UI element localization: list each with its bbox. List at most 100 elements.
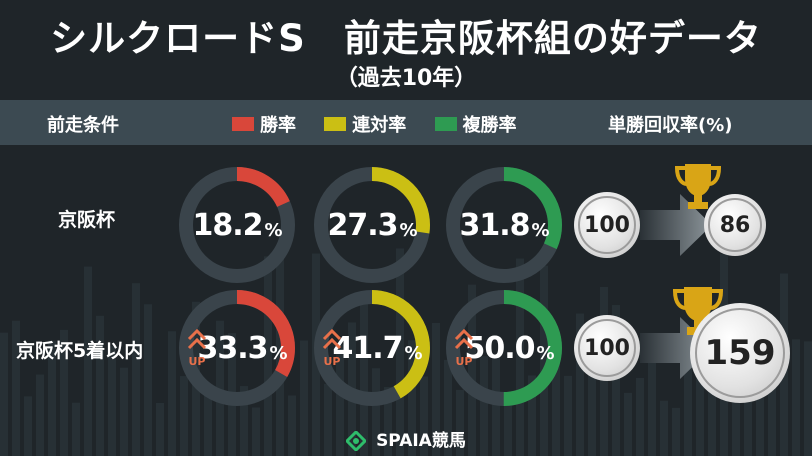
- footer-brand-text: SPAIA競馬: [376, 431, 466, 451]
- background-bar: [120, 367, 128, 456]
- background-bar: [384, 387, 392, 456]
- header-band: [0, 100, 812, 145]
- donut-ring-win-row1: [179, 167, 295, 283]
- background-bar: [252, 407, 260, 456]
- background-bar: [216, 320, 224, 456]
- legend-swatch-place2: [324, 117, 347, 131]
- up-label: UP: [323, 355, 341, 368]
- background-bar: [528, 375, 536, 456]
- donut-value-win-row2: 33.3%: [178, 289, 296, 407]
- roi-base-coin-row2: 100: [574, 315, 640, 381]
- pct-sign: %: [264, 219, 282, 241]
- background-bar: [576, 313, 584, 456]
- donut-place3-row2: 50.0%: [445, 289, 563, 407]
- donut-ring-place3-row1: [446, 167, 562, 283]
- background-bar: [264, 256, 272, 456]
- background-bar: [324, 383, 332, 456]
- page-subtitle: （過去10年）: [335, 66, 477, 91]
- background-bar: [24, 396, 32, 456]
- spaia-logo-icon: [346, 431, 367, 451]
- legend: 勝率 連対率 複勝率: [232, 111, 539, 137]
- value-text-place2-row1: 27.3: [327, 207, 398, 243]
- legend-item-place3: 複勝率: [434, 111, 517, 137]
- background-bar: [84, 266, 92, 456]
- footer-brand: SPAIA競馬: [0, 426, 812, 451]
- background-bar: [96, 315, 104, 456]
- up-label: UP: [455, 355, 473, 368]
- trophy-icon: [674, 164, 722, 209]
- condition-header: 前走条件: [47, 115, 119, 136]
- background-bar: [360, 301, 368, 456]
- up-chevron-icon: [322, 328, 342, 350]
- background-bar: [552, 335, 560, 456]
- background-bar: [168, 331, 176, 456]
- background-bar: [492, 356, 500, 456]
- background-bar: [144, 304, 152, 456]
- legend-label-win: 勝率: [260, 115, 296, 136]
- donut-place2-row2: 41.7%: [313, 289, 431, 407]
- background-bar: [336, 344, 344, 456]
- legend-swatch-win: [232, 117, 254, 131]
- background-bar: [804, 341, 812, 456]
- arrow-right-icon: [640, 194, 712, 256]
- donut-ring-place2-row1: [314, 167, 430, 283]
- background-bar: [240, 386, 248, 456]
- background-bar: [792, 339, 800, 456]
- roi-header: 単勝回収率(%): [608, 115, 733, 136]
- background-bar: [504, 402, 512, 456]
- background-bar: [72, 402, 80, 456]
- value-text-place3-row1: 31.8: [459, 207, 530, 243]
- background-bar: [36, 374, 44, 456]
- background-bar: [0, 332, 8, 456]
- donut-arc-place2-row2: [314, 290, 430, 406]
- legend-label-place3: 複勝率: [462, 115, 517, 136]
- background-bar: [672, 407, 680, 456]
- background-bar: [288, 395, 296, 456]
- background-bar: [432, 323, 440, 456]
- background-bar: [612, 305, 620, 456]
- background-bar: [408, 340, 416, 456]
- donut-arc-win-row2: [179, 290, 295, 406]
- pct-sign: %: [404, 342, 422, 364]
- roi-coin-row1: 86: [704, 194, 766, 256]
- background-bar: [12, 320, 20, 456]
- background-bar: [444, 359, 452, 456]
- pct-sign: %: [536, 342, 554, 364]
- up-badge-place3: UP: [453, 326, 475, 368]
- background-bar: [420, 376, 428, 456]
- up-badge-place2: UP: [321, 326, 343, 368]
- background-bar: [300, 340, 308, 456]
- background-bar: [564, 375, 572, 456]
- donut-value-place3-row2: 50.0%: [445, 289, 563, 407]
- background-bar: [396, 248, 404, 456]
- up-badge-win: UP: [186, 326, 208, 368]
- background-bar: [132, 283, 140, 456]
- donut-place2-row1: 27.3%: [313, 166, 431, 284]
- donut-win-row1: 18.2%: [178, 166, 296, 284]
- background-bar: [660, 400, 668, 456]
- pct-sign: %: [531, 219, 549, 241]
- background-bar: [636, 377, 644, 456]
- roi-base-value-row2: 100: [578, 319, 636, 377]
- value-text-win-row2: 33.3: [197, 330, 268, 366]
- roi-base-coin-row1: 100: [574, 192, 640, 258]
- background-bar: [276, 251, 284, 456]
- background-bar: [732, 360, 740, 456]
- pct-sign: %: [269, 342, 287, 364]
- legend-swatch-place3: [434, 117, 457, 131]
- legend-label-place2: 連対率: [352, 115, 407, 136]
- background-bar: [372, 368, 380, 456]
- roi-coin-row2: 159: [690, 303, 790, 403]
- background-bar: [516, 258, 524, 456]
- donut-arc-place2-row1: [314, 167, 430, 283]
- donut-ring-place3-row2: [446, 290, 562, 406]
- donut-place3-row1: 31.8%: [445, 166, 563, 284]
- background-bar: [60, 329, 68, 456]
- donut-arc-place3-row2: [446, 290, 562, 406]
- background-bar: [180, 376, 188, 456]
- up-chevron-icon: [454, 328, 474, 350]
- background-bar: [156, 402, 164, 456]
- background-bar: [480, 356, 488, 456]
- value-text-place2-row2: 41.7: [332, 330, 403, 366]
- donut-arc-place3-row1: [446, 167, 562, 283]
